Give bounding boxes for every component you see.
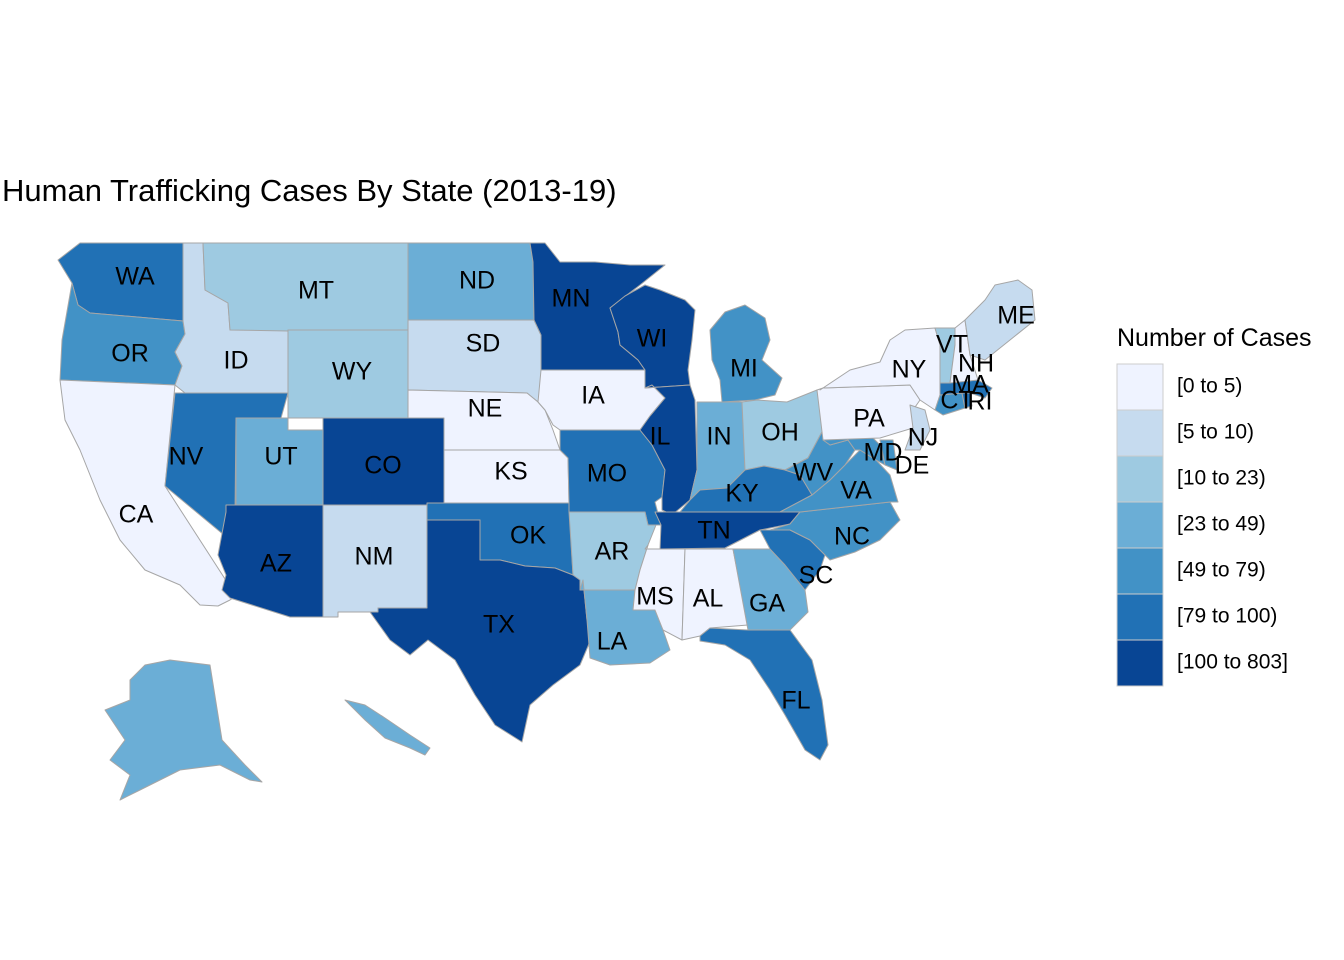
state-label-ut: UT: [264, 443, 297, 471]
state-label-al: AL: [693, 585, 724, 613]
legend-key-2: [1116, 455, 1164, 503]
state-label-nv: NV: [169, 443, 204, 471]
state-label-ri: RI: [968, 388, 993, 416]
legend-key-0: [1116, 363, 1164, 411]
state-label-or: OR: [111, 340, 149, 368]
state-label-mo: MO: [587, 460, 627, 488]
state-label-ia: IA: [581, 382, 605, 410]
state-label-ma: MA: [951, 371, 989, 399]
state-ma: [939, 379, 993, 399]
legend-label-5: [79 to 100): [1177, 605, 1277, 628]
state-label-ky: KY: [725, 480, 759, 508]
legend-label-4: [49 to 79): [1177, 559, 1266, 582]
state-label-sc: SC: [799, 562, 834, 590]
state-label-az: AZ: [260, 550, 292, 578]
states-layer: [57, 242, 1036, 801]
legend: Number of Cases [0 to 5) [5 to 10) [10 to …: [1116, 324, 1312, 687]
state-label-wv: WV: [793, 459, 834, 487]
state-label-ct: CT: [940, 387, 973, 415]
state-label-md: MD: [864, 439, 903, 467]
state-label-mt: MT: [298, 277, 334, 305]
state-label-me: ME: [997, 302, 1035, 330]
state-nj: [904, 404, 931, 451]
state-label-nh: NH: [958, 350, 994, 378]
state-label-de: DE: [895, 452, 930, 480]
legend-label-1: [5 to 10): [1177, 421, 1254, 444]
state-label-ca: CA: [119, 501, 154, 529]
map-title: Human Trafficking Cases By State (2013-1…: [2, 173, 617, 208]
state-mi: [709, 304, 783, 403]
state-label-nj: NJ: [908, 424, 939, 452]
state-label-wa: WA: [115, 263, 155, 291]
state-tx: [369, 519, 595, 743]
state-label-nc: NC: [834, 523, 870, 551]
state-label-ne: NE: [468, 395, 503, 423]
state-label-sd: SD: [466, 330, 501, 358]
state-hi: [344, 699, 431, 756]
state-label-wi: WI: [637, 325, 668, 353]
legend-key-6: [1116, 639, 1164, 687]
legend-label-2: [10 to 23): [1177, 467, 1266, 490]
state-ne: [407, 389, 561, 451]
state-labels-layer: WA OR CA ID NV MT WY UT AZ CO NM ND SD NE KS OK TX MN IA MO…: [111, 263, 1035, 715]
state-il: [639, 384, 698, 516]
state-label-ms: MS: [636, 583, 674, 611]
legend-key-1: [1116, 409, 1164, 457]
state-label-tx: TX: [483, 611, 515, 639]
state-label-oh: OH: [761, 419, 799, 447]
state-md: [822, 434, 886, 466]
state-label-pa: PA: [853, 405, 885, 433]
state-label-nm: NM: [355, 543, 394, 571]
state-label-id: ID: [224, 347, 249, 375]
legend-key-5: [1116, 593, 1164, 641]
legend-key-3: [1116, 501, 1164, 549]
state-label-wy: WY: [332, 358, 373, 386]
state-fl: [699, 627, 829, 761]
state-label-mn: MN: [552, 285, 591, 313]
state-label-mi: MI: [730, 355, 758, 383]
state-label-vt: VT: [936, 331, 968, 359]
state-label-il: IL: [650, 423, 671, 451]
legend-label-3: [23 to 49): [1177, 513, 1266, 536]
state-label-fl: FL: [781, 687, 810, 715]
state-ca: [59, 379, 237, 607]
state-label-va: VA: [840, 477, 872, 505]
state-wi: [609, 284, 696, 389]
legend-title: Number of Cases: [1117, 324, 1312, 352]
state-nc: [769, 501, 901, 561]
state-tn: [654, 511, 801, 550]
state-label-la: LA: [597, 628, 628, 656]
state-label-ga: GA: [749, 590, 785, 618]
legend-label-0: [0 to 5): [1177, 375, 1242, 398]
state-label-ar: AR: [595, 538, 630, 566]
state-label-co: CO: [364, 452, 402, 480]
state-ak: [104, 659, 263, 801]
legend-label-6: [100 to 803]: [1177, 651, 1288, 674]
state-label-tn: TN: [697, 517, 730, 545]
state-de: [879, 439, 898, 471]
state-label-in: IN: [707, 423, 732, 451]
state-label-ny: NY: [892, 356, 927, 384]
state-label-ok: OK: [510, 522, 546, 550]
legend-key-4: [1116, 547, 1164, 595]
state-me: [964, 279, 1036, 361]
state-label-nd: ND: [459, 267, 495, 295]
state-label-ks: KS: [494, 458, 527, 486]
